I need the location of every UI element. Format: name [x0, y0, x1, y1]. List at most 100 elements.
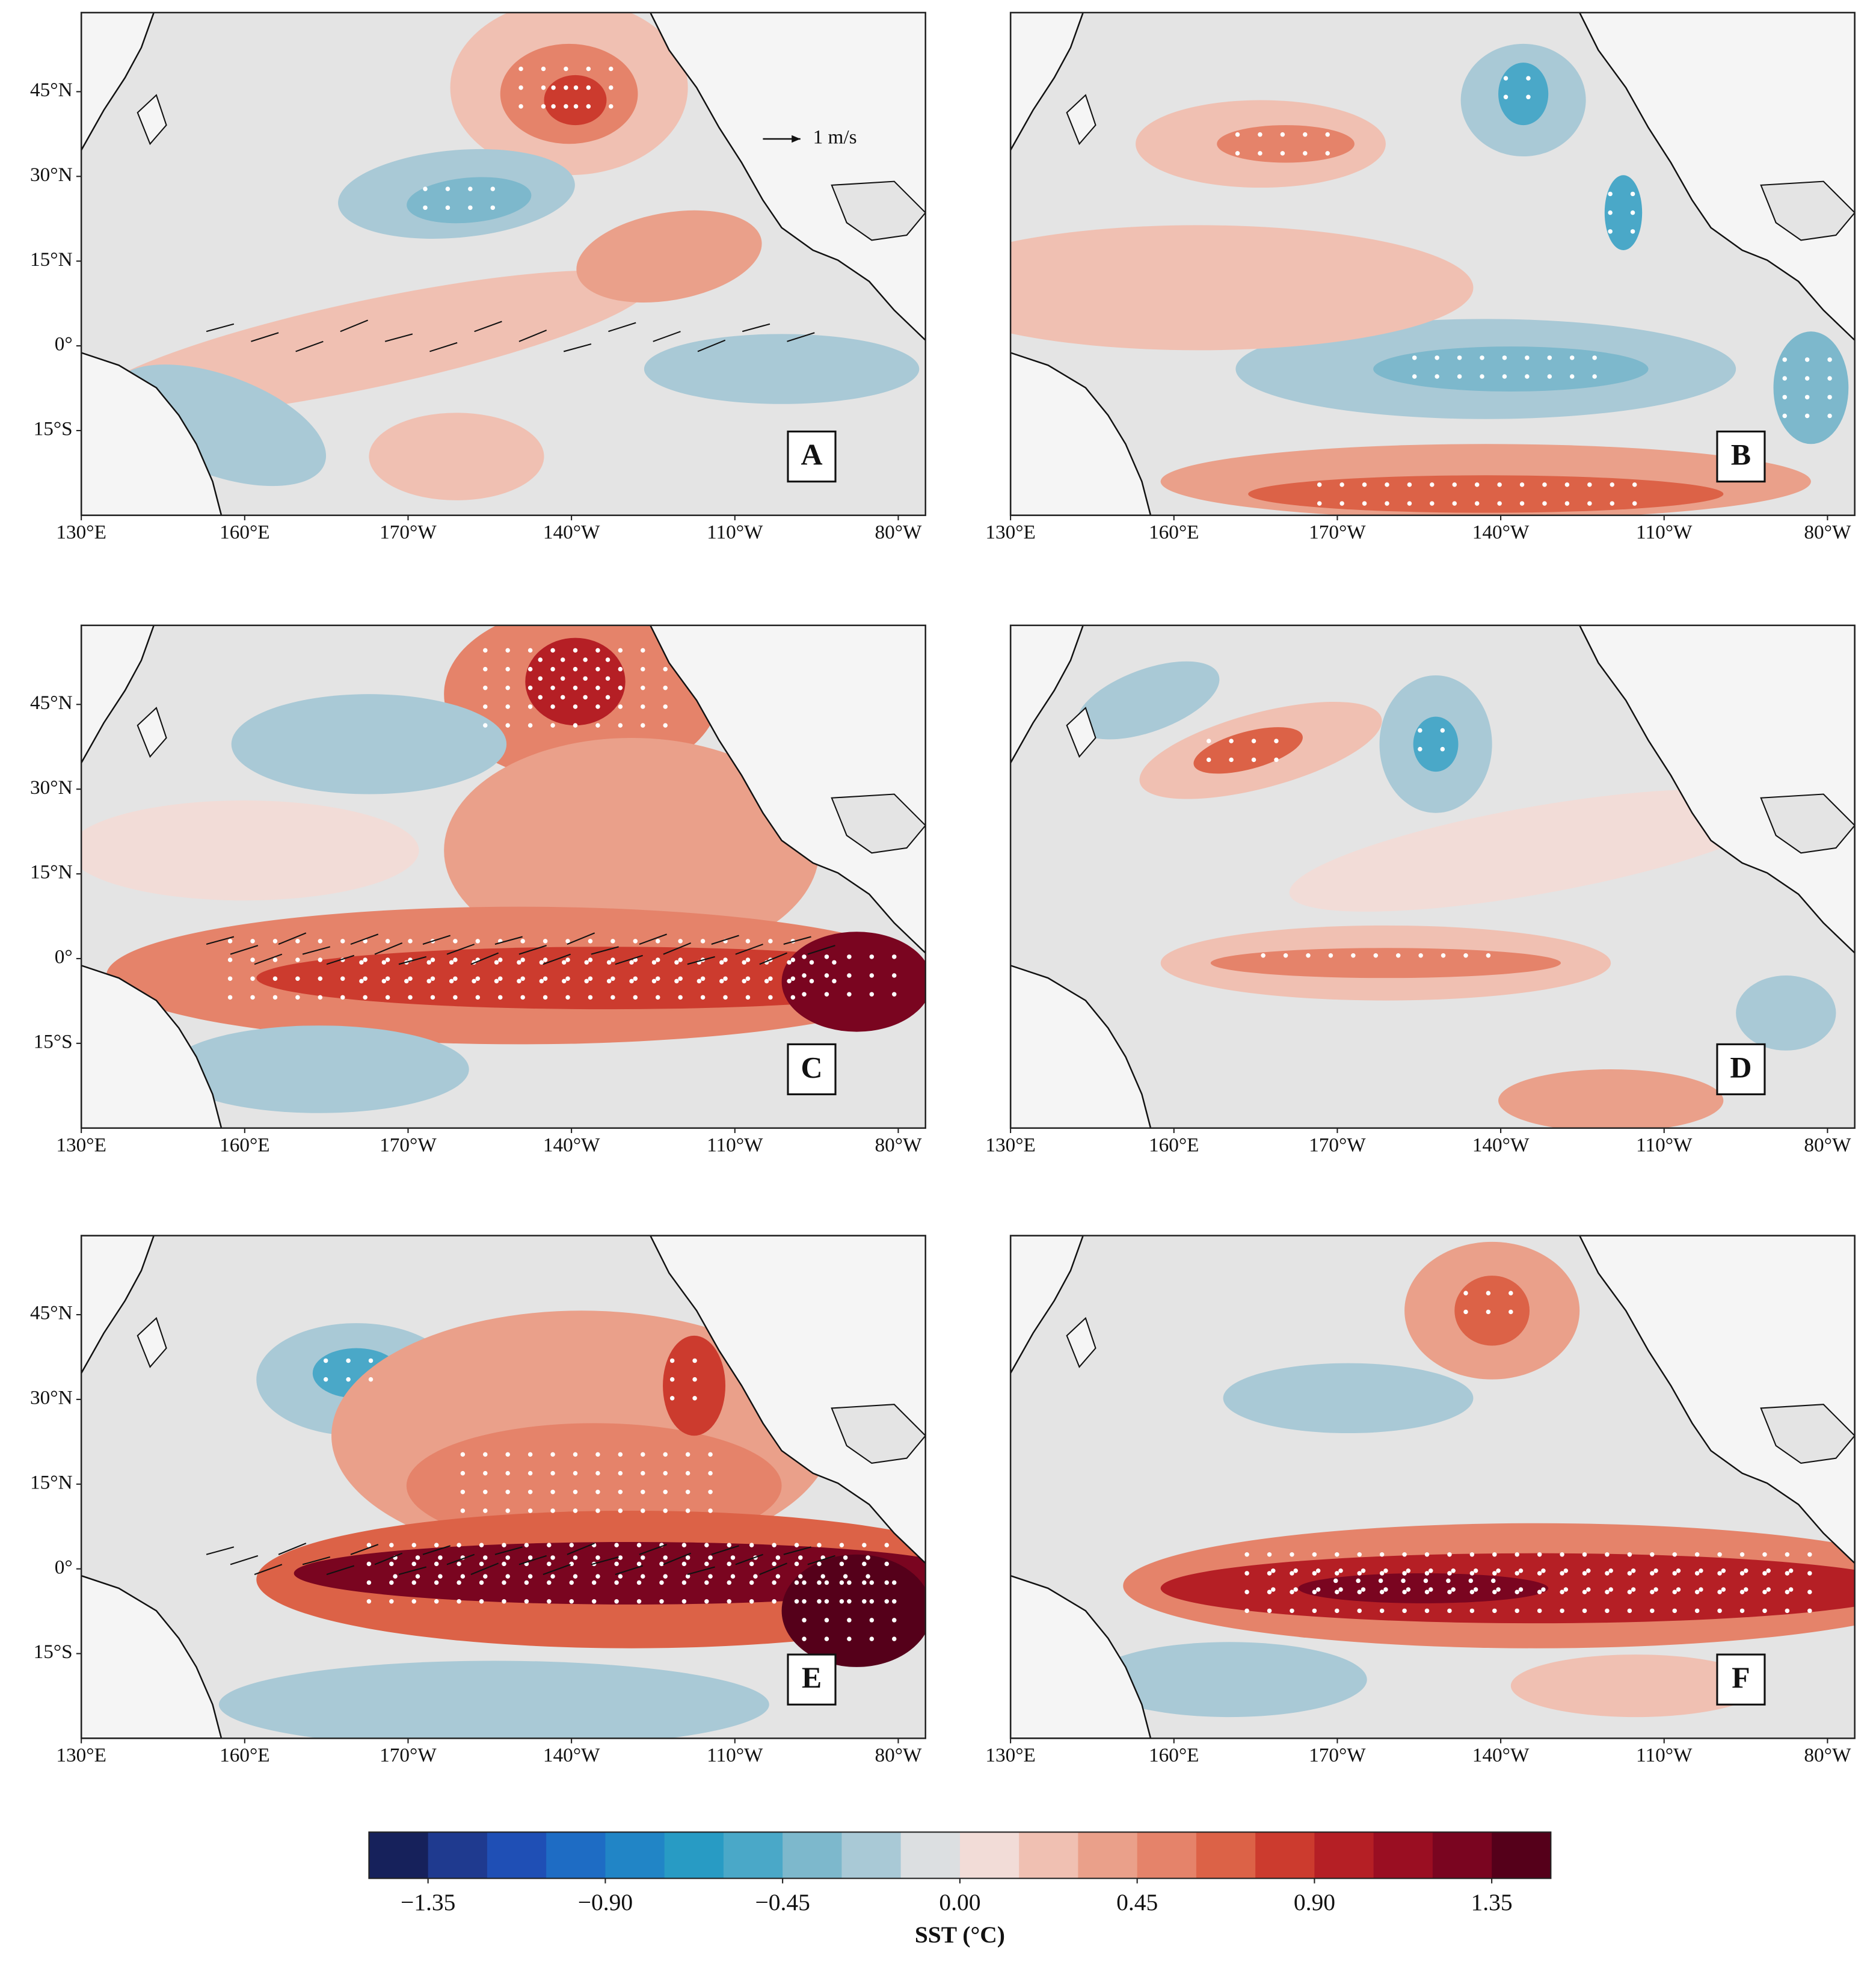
stipple — [678, 976, 683, 981]
wind-vector — [567, 1543, 595, 1555]
stipple — [1515, 1608, 1519, 1614]
stipple — [605, 676, 610, 681]
stipple — [538, 676, 543, 681]
panel-frame — [80, 11, 926, 517]
stipple — [692, 1358, 697, 1363]
stipple — [551, 104, 556, 109]
stipple — [434, 1580, 439, 1585]
stipple — [565, 976, 570, 981]
stipple — [1290, 1590, 1294, 1594]
stipple — [505, 1490, 510, 1494]
stipple — [1582, 1590, 1587, 1594]
stipple — [1423, 1578, 1429, 1584]
lon-tick-label: 170°W — [1309, 1744, 1366, 1766]
stipple — [618, 704, 623, 709]
stipple — [685, 1508, 690, 1513]
stipple — [1333, 1578, 1338, 1584]
lon-tick-label: 160°E — [220, 1134, 269, 1157]
stipple — [610, 976, 615, 981]
stipple — [1564, 482, 1570, 487]
stipple — [505, 1452, 510, 1457]
stipple — [1610, 482, 1615, 487]
stipple — [1315, 1587, 1321, 1592]
stipple — [588, 976, 593, 981]
wind-vector — [759, 952, 787, 965]
sst-anomaly — [294, 1541, 926, 1605]
stipple — [560, 695, 565, 700]
wind-vector — [326, 954, 355, 965]
stipple — [573, 648, 578, 653]
stipple — [346, 1358, 351, 1363]
stipple — [586, 85, 591, 90]
wind-vector — [543, 953, 571, 965]
stipple — [1385, 501, 1389, 506]
stipple — [1402, 1571, 1407, 1576]
stipple — [573, 85, 579, 90]
stipple — [318, 957, 323, 962]
stipple — [1496, 1587, 1501, 1592]
stipple — [1804, 413, 1810, 419]
stipple — [1515, 1590, 1519, 1594]
stipple — [497, 976, 503, 981]
stipple — [1605, 1608, 1610, 1614]
stipple — [824, 1636, 829, 1641]
stipple — [1451, 1587, 1456, 1592]
map-field — [81, 12, 926, 515]
sst-anomaly — [219, 1660, 769, 1739]
stipple — [588, 957, 593, 962]
stipple — [685, 1452, 690, 1457]
stipple — [483, 1555, 488, 1560]
stipple — [764, 978, 769, 984]
stipple — [550, 666, 555, 672]
stipple — [794, 1580, 799, 1585]
stipple — [1650, 1608, 1655, 1614]
stipple — [1592, 374, 1597, 379]
stipple — [505, 1470, 510, 1476]
stipple — [802, 1618, 807, 1623]
stipple — [1351, 953, 1356, 958]
stipple — [1782, 357, 1787, 362]
stipple — [678, 939, 683, 944]
sst-anomaly — [781, 932, 926, 1032]
stipple — [595, 1508, 600, 1513]
stipple — [1312, 1590, 1317, 1594]
sst-anomaly — [1217, 125, 1355, 163]
stipple — [802, 1636, 807, 1641]
panel-letter-box — [1716, 1043, 1766, 1096]
stipple — [641, 648, 645, 653]
stipple — [723, 995, 728, 1000]
stipple — [1469, 1590, 1475, 1594]
stipple — [606, 960, 612, 965]
stipple — [618, 1490, 623, 1494]
wind-vector — [494, 936, 523, 945]
colorbar-bin — [783, 1832, 843, 1879]
stipple — [1429, 1587, 1433, 1592]
stipple — [1480, 374, 1484, 379]
sst-anomaly — [1773, 331, 1849, 444]
stipple — [618, 1452, 623, 1457]
stipple — [453, 939, 458, 944]
stipple — [847, 992, 852, 997]
wind-vector — [615, 954, 643, 965]
stipple — [569, 1580, 574, 1585]
stipple — [527, 1574, 533, 1579]
stipple — [749, 1543, 754, 1547]
stipple — [505, 723, 510, 728]
stipple — [1717, 1590, 1722, 1594]
stipple — [1694, 1571, 1700, 1576]
stipple — [524, 1543, 529, 1547]
stipple — [1627, 1571, 1632, 1576]
stipple — [408, 976, 413, 981]
sst-anomaly — [1077, 661, 1220, 740]
stipple — [560, 657, 565, 662]
colorbar-tick-label: −0.90 — [578, 1889, 633, 1915]
stipple — [869, 1636, 875, 1641]
stipple — [605, 695, 610, 700]
stipple — [1274, 739, 1279, 743]
stipple — [891, 1599, 897, 1604]
wind-vector — [783, 936, 811, 945]
stipple — [1631, 1587, 1636, 1592]
wind-vector — [230, 1555, 259, 1565]
stipple — [411, 1543, 417, 1547]
stipple — [1721, 1568, 1726, 1573]
